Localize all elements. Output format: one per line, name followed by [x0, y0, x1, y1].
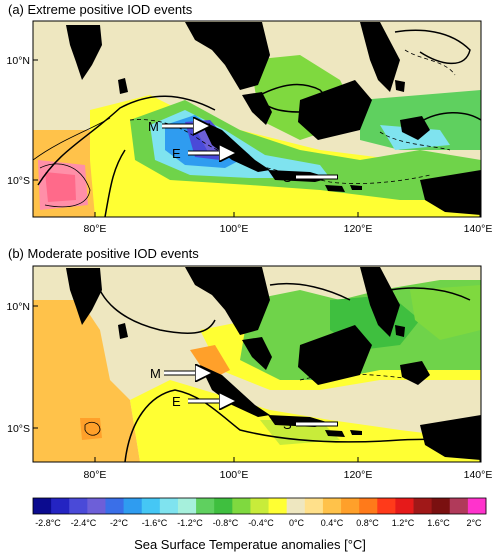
- panel-b-marker-m-label: M: [150, 366, 161, 381]
- colorbar-swatch: [395, 498, 414, 514]
- colorbar-title: Sea Surface Temperatue anomalies [°C]: [134, 537, 366, 552]
- colorbar-swatch: [87, 498, 106, 514]
- panel-a-marker-e: E: [172, 146, 236, 161]
- colorbar-swatch: [141, 498, 161, 514]
- colorbar-swatch: [159, 498, 179, 514]
- colorbar-swatch: [69, 498, 88, 514]
- colorbar-tick-label: 1.2°C: [392, 518, 415, 528]
- colorbar-swatch: [413, 498, 433, 514]
- panel-b-lat-10s: 10°S: [7, 423, 30, 435]
- colorbar-swatch: [268, 498, 288, 514]
- colorbar-swatch: [304, 498, 324, 514]
- panel-a-lon-80e: 80°E: [84, 223, 107, 235]
- panel-a-lat-10n: 10°N: [7, 55, 30, 67]
- panel-a-marker-m: M: [148, 119, 210, 134]
- panel-b-frame: [32, 265, 482, 463]
- panel-b-lon-140e: 140°E: [464, 469, 493, 481]
- colorbar-swatch: [431, 498, 451, 514]
- colorbar-swatch: [322, 498, 342, 514]
- panel-b-lon-120e: 120°E: [344, 469, 373, 481]
- colorbar-swatch: [105, 498, 124, 514]
- panel-b-marker-s-label: S: [283, 417, 292, 432]
- panel-b-marker-e-label: E: [172, 394, 181, 409]
- colorbar-swatch: [123, 498, 143, 514]
- panel-a-marker-m-label: M: [148, 119, 159, 134]
- panel-a-contours: [33, 29, 481, 217]
- colorbar-swatch: [250, 498, 269, 514]
- colorbar-tick-label: -1.6°C: [142, 518, 168, 528]
- panel-b-marker-s: S: [283, 417, 338, 432]
- panel-a-title: (a) Extreme positive IOD events: [8, 2, 193, 17]
- colorbar-tick-label: -1.2°C: [177, 518, 203, 528]
- colorbar-swatch: [214, 498, 233, 514]
- colorbar-swatch: [449, 498, 469, 514]
- panel-b-lon-100e: 100°E: [220, 469, 249, 481]
- colorbar-tick-label: -2°C: [110, 518, 129, 528]
- colorbar-swatch: [341, 498, 360, 514]
- panel-a-map: [33, 21, 481, 217]
- panel-a-marker-s: S: [283, 170, 338, 185]
- colorbar-tick-label: 0.8°C: [356, 518, 379, 528]
- colorbar-swatch: [232, 498, 251, 514]
- panel-b-marker-m: M: [150, 366, 212, 381]
- colorbar: -2.8°C -2.4°C -2°C -1.6°C -1.2°C -0.8°C -0.4°C…: [32, 497, 487, 528]
- panel-b-contours: [84, 275, 481, 462]
- colorbar-swatch: [33, 498, 52, 514]
- panel-a-frame: [32, 20, 482, 218]
- colorbar-tick-label: 2°C: [466, 518, 482, 528]
- colorbar-tick-label: 0°C: [289, 518, 305, 528]
- panel-a-lon-120e: 120°E: [344, 223, 373, 235]
- panel-b-lon-80e: 80°E: [84, 469, 107, 481]
- panel-b-lat-10n: 10°N: [7, 301, 30, 313]
- colorbar-swatch: [377, 498, 396, 514]
- colorbar-tick-label: 1.6°C: [427, 518, 450, 528]
- colorbar-swatch: [177, 498, 197, 514]
- panel-a-marker-e-label: E: [172, 146, 181, 161]
- colorbar-swatch: [286, 498, 306, 514]
- panel-a-lat-10s: 10°S: [7, 175, 30, 187]
- panel-b-map: [33, 266, 481, 462]
- panel-a-marker-s-label: S: [283, 170, 292, 185]
- panel-b-title: (b) Moderate positive IOD events: [8, 246, 199, 261]
- colorbar-tick-label: 0.4°C: [321, 518, 344, 528]
- panel-a-axes: 10°N 10°S 80°E 100°E 120°E 140°E: [7, 55, 493, 235]
- panel-b-axes: 10°N 10°S 80°E 100°E 120°E 140°E: [7, 301, 493, 481]
- colorbar-swatch: [196, 498, 215, 514]
- colorbar-swatch: [467, 498, 487, 514]
- colorbar-tick-label: -2.4°C: [71, 518, 97, 528]
- colorbar-swatch: [51, 498, 70, 514]
- colorbar-tick-label: -2.8°C: [35, 518, 61, 528]
- colorbar-tick-label: -0.4°C: [248, 518, 274, 528]
- panel-a-lon-100e: 100°E: [220, 223, 249, 235]
- panel-a-lon-140e: 140°E: [464, 223, 493, 235]
- panel-b-marker-e: E: [172, 394, 236, 409]
- colorbar-swatch: [359, 498, 378, 514]
- colorbar-frame: [32, 497, 487, 515]
- colorbar-tick-label: -0.8°C: [213, 518, 239, 528]
